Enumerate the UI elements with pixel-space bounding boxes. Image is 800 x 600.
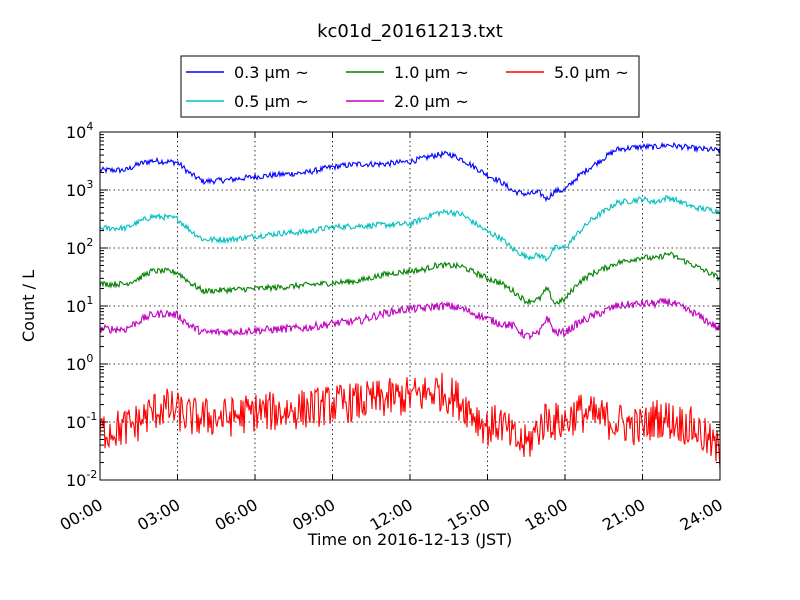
y-tick-label: 100 <box>66 352 93 374</box>
legend-label-0: 0.3 µm ~ <box>234 63 309 82</box>
y-axis-label: Count / L <box>19 270 38 342</box>
series-line-1 <box>100 194 720 263</box>
y-tick-label: 10-2 <box>66 468 97 490</box>
chart-title: kc01d_20161213.txt <box>317 21 503 42</box>
series-line-4 <box>100 372 720 470</box>
series-line-2 <box>100 251 720 306</box>
y-tick-label: 103 <box>66 178 93 200</box>
legend-label-3: 2.0 µm ~ <box>394 92 469 111</box>
legend-label-1: 0.5 µm ~ <box>234 92 309 111</box>
x-axis-label: Time on 2016-12-13 (JST) <box>307 530 512 549</box>
series-line-0 <box>100 141 720 203</box>
series-line-3 <box>100 298 720 341</box>
series-lines <box>100 141 720 470</box>
legend-label-2: 1.0 µm ~ <box>394 63 469 82</box>
legend-label-4: 5.0 µm ~ <box>554 63 629 82</box>
y-tick-label: 10-1 <box>66 410 97 432</box>
y-tick-label: 101 <box>66 294 93 316</box>
legend-box <box>180 55 640 118</box>
y-tick-label: 104 <box>66 120 93 142</box>
y-tick-label: 102 <box>66 236 93 258</box>
legend: 0.3 µm ~ 0.5 µm ~ 1.0 µm ~ 2.0 µm ~ 5.0 µm ~ <box>180 55 640 118</box>
